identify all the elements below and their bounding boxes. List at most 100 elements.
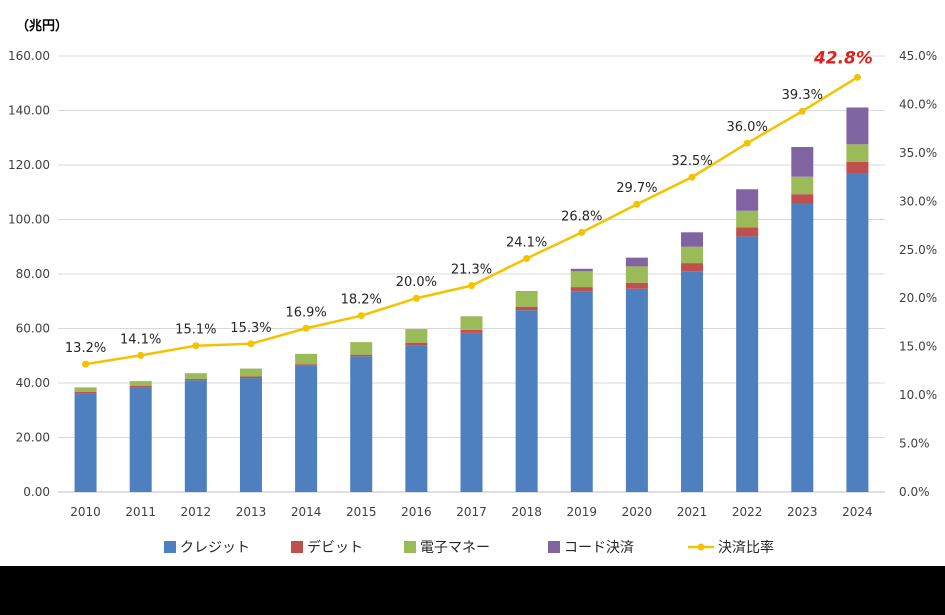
legend: クレジット デビット 電子マネー コード決済 決済比率 [164,539,774,556]
x-tick-label: 2015 [346,505,377,519]
x-tick-label: 2010 [70,505,101,519]
bar-segment [570,287,593,292]
ratio-data-label: 32.5% [671,154,712,169]
bar-segment [405,329,428,343]
bar-segment [239,368,262,377]
x-tick-label: 2012 [181,505,212,519]
legend-swatch [164,541,176,553]
y-right-tick-label: 40.0% [899,97,937,111]
ratio-point [82,360,90,368]
x-tick-label: 2021 [677,505,708,519]
bar-segment [681,271,704,492]
ratio-point [633,200,641,208]
ratio-point [743,139,751,147]
bar-segment [681,246,704,264]
bar-segment [295,364,318,366]
y-left-tick-label: 100.00 [8,213,50,227]
y-left-tick-label: 80.00 [16,267,50,281]
bar-segment [736,210,759,228]
ratio-data-label: 15.3% [230,321,271,336]
ratio-point [192,342,200,350]
ratio-data-label: 36.0% [727,120,768,135]
bar-segment [350,342,373,355]
x-tick-label: 2022 [732,505,763,519]
y-right-tick-label: 30.0% [899,194,937,208]
y-right-tick-label: 15.0% [899,340,937,354]
bar-segment [515,291,538,292]
ratio-point [357,312,365,320]
bar-segment [184,380,207,492]
ratio-point [137,351,145,359]
y-left-tick-label: 160.00 [8,49,50,63]
bar-segment [405,345,428,492]
ratio-point [798,107,806,115]
bar-segment [570,268,593,272]
ratio-data-label: 14.1% [120,332,161,347]
bar-segment [625,282,648,289]
bar-segment [625,257,648,267]
bar-segment [74,393,97,492]
ratio-point [412,294,420,302]
bar-segment [681,232,704,247]
ratio-data-label: 29.7% [616,181,657,196]
axis-labels: 0.00 20.00 40.00 60.00 80.00 100.00 120.00 140.… [8,49,937,519]
bar-segment [736,236,759,492]
bar-segment [791,147,814,177]
ratio-point [302,324,310,332]
bar-segment [460,329,483,333]
ratio-data-label: 26.8% [561,209,602,224]
ratio-point [578,228,586,236]
bar-segment [570,271,593,288]
ratio-point [523,254,531,262]
y-right-tick-label: 5.0% [899,437,930,451]
ratio-point [688,173,696,181]
ratio-data-label: 24.1% [506,235,547,250]
line-layer: 13.2% 14.1% 15.1% 15.3% 16.9% 18.2% 20.0% 21.3%… [65,48,873,368]
y-right-tick-label: 10.0% [899,388,937,402]
ratio-point [853,73,861,81]
legend-swatch [548,541,560,553]
ratio-data-label: 20.0% [396,275,437,290]
ratio-data-label: 15.1% [175,323,216,338]
bar-segment [295,365,318,492]
bars-layer [74,107,869,492]
bar-segment [515,306,538,311]
bar-segment [74,387,97,392]
y-left-tick-label: 20.00 [16,431,50,445]
legend-swatch [291,541,303,553]
bar-segment [405,342,428,346]
bar-segment [846,107,869,145]
y-right-tick-label: 20.0% [899,291,937,305]
ratio-data-label: 42.8% [813,48,873,68]
bar-segment [846,173,869,492]
bar-segment [239,376,262,379]
bar-segment [460,316,483,330]
bar-segment [239,378,262,492]
legend-label: 決済比率 [718,539,774,556]
bar-segment [184,373,207,379]
x-tick-label: 2023 [787,505,818,519]
bar-segment [681,263,704,272]
bar-segment [736,189,759,211]
y-right-tick-label: 45.0% [899,49,937,63]
bar-segment [129,387,152,492]
bar-segment [791,194,814,204]
ratio-data-label: 21.3% [451,263,492,278]
ratio-data-label: 16.9% [285,305,326,320]
y-left-tick-label: 140.00 [8,104,50,118]
ratio-point [247,340,255,348]
bar-segment [791,176,814,195]
y-right-tick-label: 35.0% [899,146,937,160]
legend-swatch [404,541,416,553]
x-tick-label: 2013 [236,505,267,519]
bar-segment [515,310,538,492]
legend-label: クレジット [180,540,250,556]
x-tick-label: 2018 [511,505,542,519]
y-left-tick-label: 120.00 [8,158,50,172]
x-tick-label: 2016 [401,505,432,519]
y-left-tick-label: 40.00 [16,376,50,390]
x-tick-label: 2017 [456,505,487,519]
y-right-tick-label: 25.0% [899,243,937,257]
bar-segment [625,288,648,492]
